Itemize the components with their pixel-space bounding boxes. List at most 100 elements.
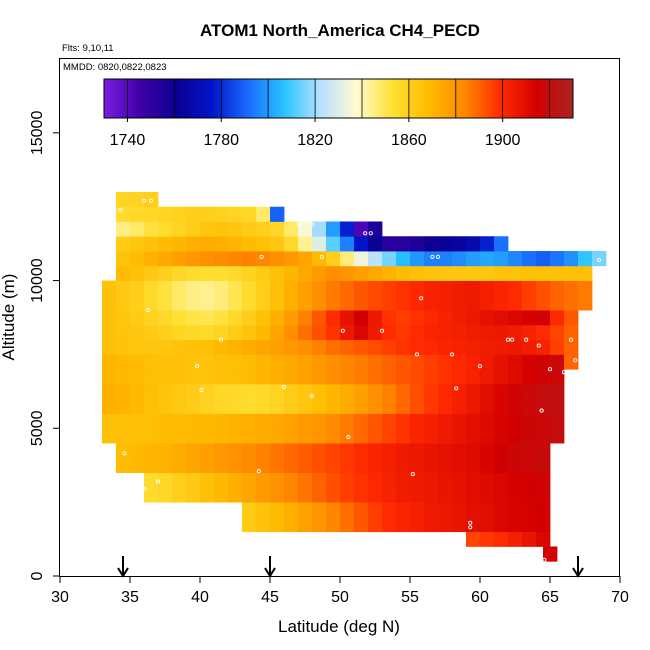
heatmap-cell [270, 472, 285, 488]
heatmap-cell [172, 295, 187, 311]
heatmap-cell [494, 236, 509, 252]
heatmap-cell [396, 457, 411, 473]
sample-point [195, 364, 200, 369]
heatmap-cell [200, 413, 215, 429]
heatmap-cell [270, 457, 285, 473]
heatmap-cell [536, 516, 551, 533]
heatmap-cell [242, 221, 257, 237]
heatmap-cell [438, 339, 453, 355]
heatmap-cell [186, 487, 201, 503]
heatmap-cell [102, 369, 117, 385]
heatmap-cell [144, 487, 159, 503]
heatmap-cell [536, 428, 551, 444]
heatmap-cell [438, 516, 453, 533]
heatmap-cell [186, 428, 201, 444]
heatmap-cell [536, 295, 551, 311]
heatmap-cell [452, 295, 467, 311]
heatmap-cell [550, 339, 565, 355]
heatmap-cell [214, 265, 229, 281]
heatmap-cell [508, 383, 523, 400]
heatmap-cell [424, 265, 439, 281]
heatmap-cell [284, 324, 299, 341]
heatmap-cell [298, 457, 313, 473]
heatmap-cell [228, 398, 243, 414]
heatmap-cell [256, 487, 271, 503]
heatmap-cell [144, 280, 159, 296]
heatmap-cell [508, 369, 523, 385]
sample-point [319, 254, 324, 259]
heatmap-cell [186, 383, 201, 400]
heatmap-cell [228, 324, 243, 341]
heatmap-cell [522, 251, 537, 267]
heatmap-cell [410, 310, 425, 326]
heatmap-cell [130, 236, 145, 252]
heatmap-cell [256, 339, 271, 355]
sample-point [449, 352, 455, 357]
heatmap-cell [144, 472, 159, 488]
heatmap-cell [508, 354, 523, 370]
heatmap-cell [536, 457, 551, 473]
heatmap-cell [116, 295, 131, 311]
heatmap-cell [466, 443, 481, 459]
heatmap-cell [410, 502, 425, 518]
heatmap-cell [438, 280, 453, 296]
heatmap-cell [340, 487, 355, 503]
heatmap-cell [368, 487, 383, 503]
heatmap-cell [508, 472, 523, 488]
heatmap-cell [158, 398, 173, 414]
heatmap-cell [158, 221, 173, 237]
heatmap-cell [312, 383, 327, 400]
heatmap-cell [452, 324, 467, 341]
heatmap-cell [172, 428, 187, 444]
heatmap-cell [438, 472, 453, 488]
heatmap-cell [382, 457, 397, 473]
heatmap-cell [522, 295, 537, 311]
heatmap-cell [340, 457, 355, 473]
heatmap-cell [452, 354, 467, 370]
heatmap-cell [312, 369, 327, 385]
heatmap-cell [480, 472, 495, 488]
arrow-head [117, 567, 129, 578]
heatmap-cell [536, 280, 551, 296]
heatmap-cell [438, 236, 453, 252]
sample-point [414, 352, 420, 357]
heatmap-cell [242, 516, 257, 533]
heatmap-cell [508, 502, 523, 518]
heatmap-cell [354, 295, 369, 311]
heatmap-cell [326, 221, 341, 237]
heatmap-cell [480, 398, 495, 414]
heatmap-cell [410, 324, 425, 341]
heatmap-cell [466, 472, 481, 488]
heatmap-cell [284, 251, 299, 267]
heatmap-cell [130, 428, 145, 444]
heatmap-cell [494, 531, 509, 547]
heatmap-cell [256, 295, 271, 311]
heatmap-cell [494, 383, 509, 400]
heatmap-cell [522, 487, 537, 503]
heatmap-cell [536, 369, 551, 385]
heatmap-cell [438, 413, 453, 429]
heatmap-cell [298, 472, 313, 488]
heatmap-cell [382, 236, 397, 252]
heatmap-cell [340, 251, 355, 267]
heatmap-cell [494, 502, 509, 518]
heatmap-cell [130, 280, 145, 296]
heatmap-cell [354, 236, 369, 252]
heatmap-cell [508, 443, 523, 459]
heatmap-cell [228, 354, 243, 370]
heatmap-cell [312, 295, 327, 311]
heatmap-cell [466, 310, 481, 326]
heatmap-cell [424, 398, 439, 414]
heatmap-cell [424, 354, 439, 370]
heatmap-cell [543, 546, 558, 562]
heatmap-cell [102, 354, 117, 370]
heatmap-cell [172, 457, 187, 473]
heatmap-cell [438, 398, 453, 414]
heatmap-cell [242, 398, 257, 414]
heatmap-cells [102, 191, 607, 562]
heatmap-cell [186, 324, 201, 341]
heatmap-cell [396, 324, 411, 341]
chart-title: ATOM1 North_America CH4_PECD [200, 21, 480, 40]
heatmap-cell [270, 487, 285, 503]
heatmap-cell [214, 443, 229, 459]
